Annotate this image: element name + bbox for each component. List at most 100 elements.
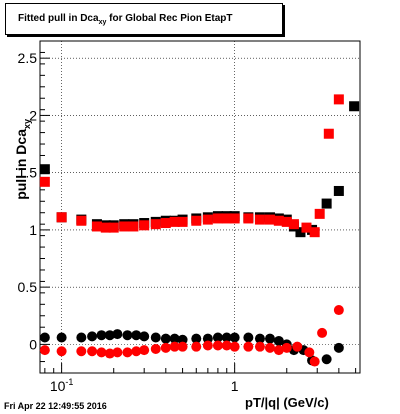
data-point-square: [202, 214, 213, 225]
y-tick-label: 0: [29, 336, 37, 352]
y-axis-label-main: pull in Dca: [13, 129, 30, 200]
data-point-square: [243, 213, 254, 224]
chart-title: Fitted pull in Dcaxy for Global Rec Pion…: [18, 13, 232, 26]
data-point-circle: [104, 330, 115, 341]
data-point-circle: [177, 334, 188, 345]
data-point-circle: [56, 332, 67, 343]
data-point-circle: [254, 333, 265, 344]
data-point-circle: [169, 333, 180, 344]
data-point-square: [212, 213, 223, 224]
data-point-circle: [202, 340, 213, 351]
data-point-circle: [76, 346, 87, 357]
y-axis-label-sub: xy: [21, 118, 32, 130]
data-point-square: [301, 222, 312, 233]
y-tick-label: 2: [29, 107, 37, 123]
axes: 0 0.5 1 1.5 2 2.5 10-1 1: [18, 40, 357, 394]
data-point-circle: [212, 340, 223, 351]
data-point-circle: [191, 341, 202, 352]
data-point-circle: [229, 341, 240, 352]
data-point-circle: [202, 333, 213, 344]
data-point-circle: [104, 348, 115, 359]
data-point-circle: [139, 345, 150, 356]
data-point-circle: [56, 346, 67, 357]
data-point-circle: [191, 333, 202, 344]
data-point-circle: [177, 341, 188, 352]
data-point-circle: [221, 332, 232, 343]
data-point-circle: [96, 330, 107, 341]
data-point-square: [314, 208, 325, 219]
y-tick-label: 1.5: [18, 165, 38, 181]
y-tick-label: 2.5: [18, 50, 38, 66]
data-point-square: [39, 176, 50, 187]
x-tick-label: 1: [231, 378, 239, 394]
y-tick-label: 0.5: [18, 279, 38, 295]
data-point-circle: [131, 346, 142, 357]
chart-title-tail: for Global Rec Pion EtapT: [106, 13, 233, 24]
data-point-circle: [317, 327, 328, 338]
data-point-square: [323, 128, 334, 139]
data-point-square: [108, 222, 119, 233]
data-point-circle: [169, 341, 180, 352]
data-point-square: [128, 221, 139, 232]
data-point-square: [119, 221, 130, 232]
y-tick-label: 1: [29, 222, 37, 238]
data-point-square: [139, 220, 150, 231]
chart-title-sub: xy: [98, 19, 107, 26]
data-point-circle: [112, 329, 123, 340]
chart-title-main: Fitted pull in Dca: [18, 13, 99, 24]
data-point-circle: [131, 330, 142, 341]
data-point-circle: [122, 347, 133, 358]
data-point-circle: [273, 345, 284, 356]
data-point-square: [191, 215, 202, 226]
data-point-square: [281, 216, 292, 227]
data-point-circle: [160, 333, 171, 344]
data-point-circle: [333, 342, 344, 353]
data-point-circle: [39, 332, 50, 343]
data-point-square: [273, 215, 284, 226]
data-point-circle: [150, 343, 161, 354]
data-point-square: [333, 185, 344, 196]
data-point-square: [56, 212, 67, 223]
data-point-circle: [243, 332, 254, 343]
x-tick-label: 10-1: [50, 377, 74, 394]
plot-frame: [39, 40, 361, 374]
data-point-square: [100, 222, 111, 233]
data-point-circle: [281, 342, 292, 353]
data-point-square: [169, 216, 180, 227]
data-point-circle: [96, 347, 107, 358]
data-point-circle: [321, 354, 332, 365]
data-point-circle: [160, 342, 171, 353]
data-point-square: [229, 213, 240, 224]
data-point-square: [177, 216, 188, 227]
data-marks: [39, 94, 360, 367]
data-point-square: [288, 219, 299, 230]
data-point-circle: [122, 330, 133, 341]
data-point-circle: [243, 341, 254, 352]
data-point-square: [254, 214, 265, 225]
data-point-square: [221, 213, 232, 224]
title-box: Fitted pull in Dcaxy for Global Rec Pion…: [5, 3, 283, 35]
date-stamp: Fri Apr 22 12:49:55 2016: [4, 401, 107, 411]
data-point-circle: [221, 340, 232, 351]
data-point-circle: [292, 341, 303, 352]
data-point-circle: [264, 342, 275, 353]
data-point-square: [91, 221, 102, 232]
data-point-square: [321, 198, 332, 209]
data-point-circle: [76, 332, 87, 343]
data-point-square: [150, 219, 161, 230]
x-axis-label: pT/|q| (GeV/c): [245, 395, 329, 410]
data-point-circle: [273, 335, 284, 346]
data-point-square: [333, 94, 344, 105]
data-point-circle: [254, 341, 265, 352]
data-point-square: [309, 227, 320, 238]
data-point-square: [264, 214, 275, 225]
data-point-circle: [333, 305, 344, 316]
data-point-circle: [87, 346, 98, 357]
data-point-circle: [264, 333, 275, 344]
data-point-square: [160, 218, 171, 229]
data-point-circle: [309, 356, 320, 367]
data-point-square: [295, 227, 306, 238]
data-point-circle: [150, 332, 161, 343]
y-axis-label: pull in Dcaxy: [13, 119, 32, 200]
